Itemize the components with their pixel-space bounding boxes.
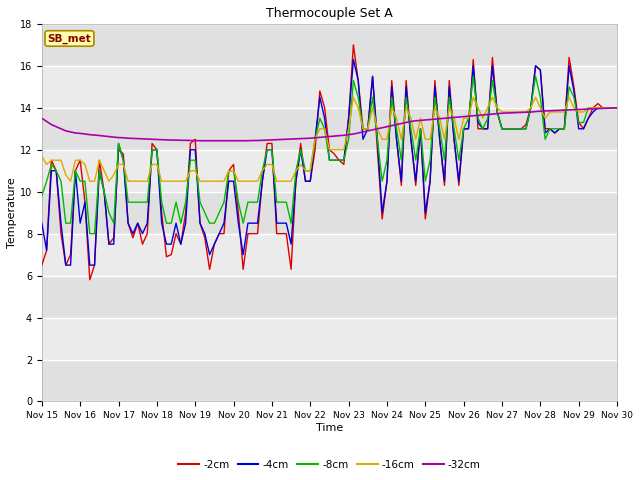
Bar bbox=[42, 24, 617, 66]
Bar bbox=[42, 192, 617, 234]
Text: SB_met: SB_met bbox=[47, 33, 92, 44]
Bar bbox=[42, 234, 617, 276]
Bar bbox=[42, 66, 617, 108]
Legend: -2cm, -4cm, -8cm, -16cm, -32cm: -2cm, -4cm, -8cm, -16cm, -32cm bbox=[174, 456, 485, 474]
Bar bbox=[42, 360, 617, 401]
Bar bbox=[42, 108, 617, 150]
Title: Thermocouple Set A: Thermocouple Set A bbox=[266, 7, 393, 20]
X-axis label: Time: Time bbox=[316, 423, 343, 433]
Bar bbox=[42, 318, 617, 360]
Y-axis label: Temperature: Temperature bbox=[7, 177, 17, 248]
Bar bbox=[42, 276, 617, 318]
Bar bbox=[42, 150, 617, 192]
